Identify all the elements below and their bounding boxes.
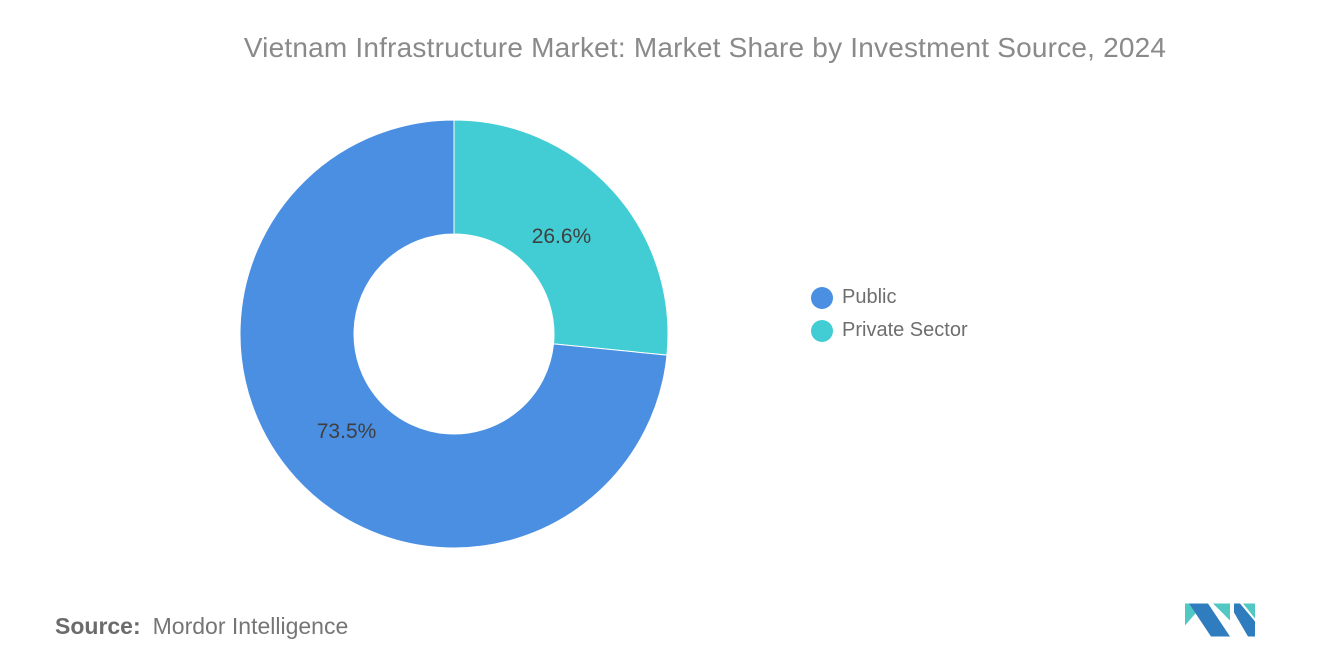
mordor-intelligence-logo xyxy=(1185,603,1255,637)
legend-item-private-sector[interactable]: Private Sector xyxy=(811,314,968,347)
legend-label-public: Public xyxy=(842,286,897,308)
logo-shape xyxy=(1213,603,1230,621)
source-line: Source: Mordor Intelligence xyxy=(55,611,348,641)
legend-marker-public-icon xyxy=(811,286,833,309)
legend-label-private-sector: Private Sector xyxy=(842,319,968,341)
source-value: Mordor Intelligence xyxy=(152,613,349,639)
logo-shape xyxy=(1234,603,1255,637)
chart-title: Vietnam Infrastructure Market: Market Sh… xyxy=(243,32,1167,63)
slice-label-public: 73.5% xyxy=(317,420,377,443)
logo-shape xyxy=(1243,603,1255,619)
logo-shape xyxy=(1189,603,1230,637)
legend-item-public[interactable]: Public xyxy=(811,281,968,314)
pie-slice-private-sector[interactable] xyxy=(453,119,669,356)
legend: Public Private Sector xyxy=(811,281,968,347)
legend-marker-private-sector-icon xyxy=(811,319,833,342)
pie-slice-public[interactable] xyxy=(239,119,668,549)
slice-label-private-sector: 26.6% xyxy=(532,225,592,248)
source-label: Source: xyxy=(55,613,141,639)
